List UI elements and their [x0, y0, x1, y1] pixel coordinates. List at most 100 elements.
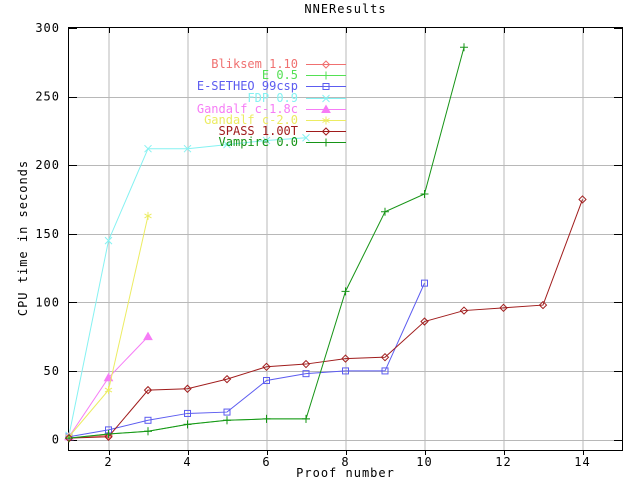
series-line-e-setheo-99csp — [68, 282, 425, 438]
legend-label: E 0.5 — [261, 68, 298, 83]
marker-square — [144, 416, 152, 424]
marker-plus — [322, 71, 330, 80]
marker-square — [184, 409, 191, 417]
marker-cross — [104, 236, 113, 245]
marker-asterisk — [144, 211, 152, 220]
marker-diamond — [420, 317, 429, 326]
marker-diamond — [183, 384, 192, 393]
marker-plus — [223, 416, 231, 425]
legend-entry-e-0-5: E 0.5 — [100, 68, 348, 83]
marker-square — [223, 408, 231, 416]
legend-sample-diamond — [306, 60, 346, 69]
marker-cross — [144, 144, 152, 153]
legend-sample-plus — [306, 138, 346, 147]
marker-plus — [183, 420, 192, 429]
marker-triangle — [143, 331, 153, 341]
marker-triangle — [103, 372, 114, 382]
y-tick-label: 200 — [35, 158, 60, 172]
x-tick-label: 8 — [341, 455, 349, 469]
x-tick-label: 14 — [574, 455, 590, 469]
marker-diamond — [380, 352, 390, 362]
legend-label: Gandalf c-1.8c — [196, 101, 298, 116]
legend-label: FDP 0.9 — [247, 90, 298, 105]
y-tick-label: 0 — [52, 433, 60, 447]
series-e-setheo-99csp — [65, 279, 428, 441]
x-axis-title: Proof number — [296, 466, 395, 480]
marker-plus — [262, 414, 271, 423]
y-tick-label: 250 — [35, 90, 60, 104]
legend-sample-asterisk — [306, 116, 346, 125]
x-tick-label: 4 — [183, 455, 191, 469]
legend-entry-vampire-0-0: Vampire 0.0 — [100, 135, 348, 150]
marker-diamond — [538, 300, 548, 310]
marker-square — [421, 279, 428, 287]
series-vampire-0-0 — [65, 43, 468, 443]
legend-label: Vampire 0.0 — [218, 135, 298, 150]
marker-plus — [302, 414, 310, 423]
y-tick-label: 300 — [35, 21, 60, 35]
marker-diamond — [222, 374, 232, 384]
marker-diamond — [321, 60, 331, 69]
legend-label: SPASS 1.00T — [218, 124, 298, 139]
legend-entry-gandalf-c-2-0: Gandalf c-2.0 — [100, 113, 348, 128]
legend: Bliksem 1.10 E 0.5 E-SETHEO 99csp FDP 0.9 Ga… — [100, 57, 348, 150]
marker-plus — [144, 427, 152, 436]
plot-border — [68, 27, 623, 451]
series-line-spass-1-00t — [68, 199, 583, 439]
marker-cross — [302, 133, 310, 142]
x-tick-label: 12 — [495, 455, 511, 469]
marker-diamond — [459, 306, 469, 315]
legend-label: E-SETHEO 99csp — [196, 79, 298, 94]
marker-diamond — [341, 354, 350, 363]
marker-square — [322, 83, 330, 91]
legend-sample-plus — [306, 71, 346, 80]
legend-entry-e-setheo-99csp: E-SETHEO 99csp — [100, 79, 348, 94]
x-tick-label: 6 — [262, 455, 270, 469]
marker-diamond — [499, 303, 508, 313]
legend-entry-spass-1-00t: SPASS 1.00T — [100, 124, 348, 139]
series-fdp-0-9 — [65, 133, 310, 440]
marker-square — [342, 367, 349, 375]
marker-square — [381, 367, 389, 375]
legend-entry-gandalf-c-1-8c: Gandalf c-1.8c — [100, 101, 348, 116]
marker-plus — [381, 207, 389, 216]
legend-sample-diamond — [306, 127, 346, 136]
marker-asterisk — [104, 386, 113, 395]
marker-plus — [460, 43, 468, 52]
legend-sample-triangle — [306, 104, 346, 113]
y-tick-label: 50 — [44, 364, 60, 378]
marker-triangle — [321, 104, 331, 113]
marker-diamond — [301, 359, 311, 369]
series-spass-1-00t — [64, 195, 587, 443]
legend-sample-square — [306, 83, 346, 91]
y-tick-label: 100 — [35, 295, 60, 309]
marker-plus — [341, 287, 350, 296]
marker-square — [263, 377, 270, 385]
marker-diamond — [143, 385, 153, 395]
marker-diamond — [262, 362, 271, 372]
chart-title: NNEResults — [304, 2, 387, 16]
legend-label: Gandalf c-2.0 — [204, 113, 298, 128]
x-tick-label: 2 — [104, 455, 112, 469]
marker-plus — [420, 189, 429, 198]
y-tick-label: 150 — [35, 227, 60, 241]
marker-cross — [262, 136, 271, 145]
marker-cross — [223, 140, 231, 149]
marker-diamond — [104, 432, 113, 441]
marker-plus — [104, 430, 113, 439]
marker-diamond — [321, 127, 331, 136]
legend-entry-bliksem-1-10: Bliksem 1.10 — [100, 57, 348, 72]
legend-sample-cross — [306, 94, 346, 103]
legend-entry-fdp-0-9: FDP 0.9 — [100, 90, 348, 105]
marker-square — [302, 370, 310, 378]
marker-plus — [65, 434, 73, 443]
marker-cross — [322, 94, 330, 103]
marker-plus — [322, 138, 330, 147]
marker-cross — [183, 144, 192, 153]
marker-diamond — [578, 195, 587, 204]
x-tick-label: 10 — [416, 455, 432, 469]
legend-label: Bliksem 1.10 — [211, 57, 298, 72]
marker-asterisk — [322, 116, 330, 125]
